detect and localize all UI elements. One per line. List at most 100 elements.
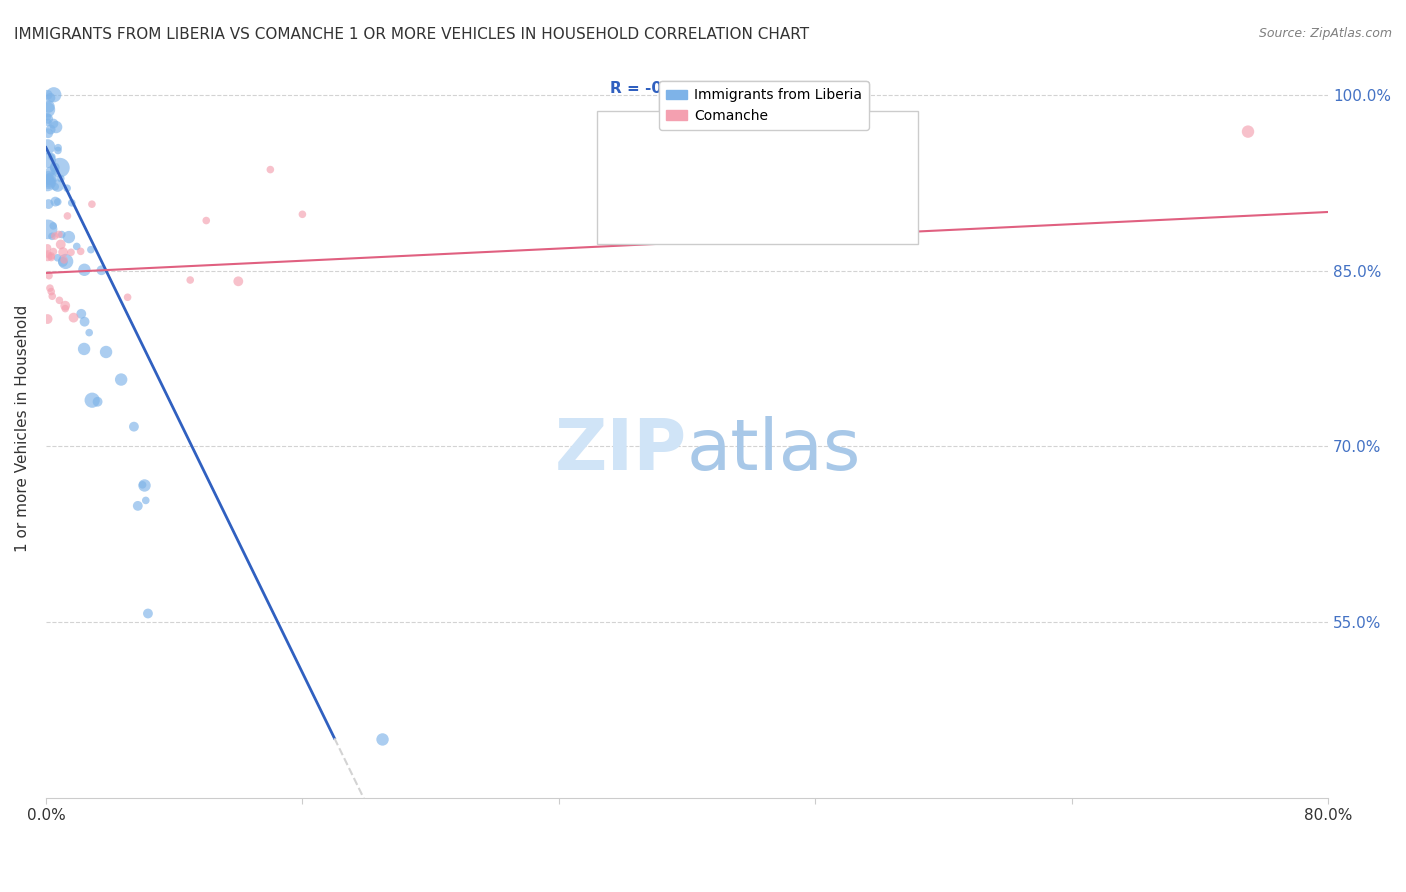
Comanche bbox=[291, 207, 314, 221]
Comanche bbox=[39, 251, 62, 265]
Comanche bbox=[53, 301, 76, 316]
Immigrants from Liberia bbox=[82, 393, 104, 408]
Immigrants from Liberia bbox=[38, 174, 60, 188]
Immigrants from Liberia bbox=[46, 141, 69, 155]
Legend: Immigrants from Liberia, Comanche: Immigrants from Liberia, Comanche bbox=[659, 81, 869, 130]
Comanche bbox=[37, 247, 59, 261]
Immigrants from Liberia bbox=[38, 176, 60, 190]
Immigrants from Liberia bbox=[37, 126, 59, 140]
Comanche bbox=[38, 268, 60, 283]
Immigrants from Liberia bbox=[44, 179, 66, 194]
Immigrants from Liberia bbox=[37, 112, 59, 126]
Immigrants from Liberia bbox=[41, 229, 63, 244]
Immigrants from Liberia bbox=[37, 171, 59, 186]
Immigrants from Liberia bbox=[49, 171, 72, 186]
Immigrants from Liberia bbox=[60, 195, 83, 210]
Comanche bbox=[62, 310, 84, 325]
Comanche bbox=[60, 245, 83, 260]
Immigrants from Liberia bbox=[49, 161, 72, 175]
Immigrants from Liberia bbox=[42, 219, 65, 233]
Immigrants from Liberia bbox=[38, 197, 60, 211]
Immigrants from Liberia bbox=[66, 239, 89, 253]
Y-axis label: 1 or more Vehicles in Household: 1 or more Vehicles in Household bbox=[15, 305, 30, 552]
Immigrants from Liberia bbox=[39, 91, 62, 105]
Immigrants from Liberia bbox=[45, 120, 67, 134]
Comanche bbox=[37, 249, 59, 263]
Immigrants from Liberia bbox=[39, 122, 62, 136]
Immigrants from Liberia bbox=[73, 315, 96, 329]
Text: atlas: atlas bbox=[688, 417, 862, 485]
Immigrants from Liberia bbox=[70, 307, 93, 321]
Immigrants from Liberia bbox=[37, 103, 59, 117]
Immigrants from Liberia bbox=[80, 243, 103, 257]
Immigrants from Liberia bbox=[42, 87, 65, 102]
Immigrants from Liberia bbox=[135, 493, 157, 508]
Immigrants from Liberia bbox=[46, 178, 69, 193]
Immigrants from Liberia bbox=[51, 227, 73, 242]
Comanche bbox=[179, 273, 201, 287]
Immigrants from Liberia bbox=[131, 478, 153, 492]
Comanche bbox=[42, 244, 65, 259]
Comanche bbox=[56, 209, 79, 223]
Comanche bbox=[39, 281, 62, 295]
Immigrants from Liberia bbox=[56, 181, 79, 195]
Immigrants from Liberia bbox=[39, 174, 62, 188]
Immigrants from Liberia bbox=[73, 262, 96, 277]
Immigrants from Liberia bbox=[46, 194, 69, 209]
Immigrants from Liberia bbox=[37, 140, 59, 154]
Immigrants from Liberia bbox=[110, 373, 132, 387]
Immigrants from Liberia bbox=[127, 499, 149, 513]
Immigrants from Liberia bbox=[122, 419, 145, 434]
Comanche bbox=[1237, 125, 1260, 139]
Immigrants from Liberia bbox=[44, 161, 66, 175]
Immigrants from Liberia bbox=[38, 169, 60, 183]
Comanche bbox=[37, 241, 59, 255]
Comanche bbox=[41, 289, 63, 303]
Immigrants from Liberia bbox=[52, 255, 75, 269]
Immigrants from Liberia bbox=[94, 345, 117, 359]
Text: Source: ZipAtlas.com: Source: ZipAtlas.com bbox=[1258, 27, 1392, 40]
Immigrants from Liberia bbox=[134, 478, 156, 492]
Comanche bbox=[39, 285, 62, 299]
Immigrants from Liberia bbox=[42, 117, 65, 131]
Immigrants from Liberia bbox=[37, 153, 59, 168]
Immigrants from Liberia bbox=[39, 164, 62, 178]
Immigrants from Liberia bbox=[90, 263, 112, 277]
Comanche bbox=[48, 293, 70, 308]
Comanche bbox=[259, 162, 281, 177]
Comanche bbox=[52, 245, 75, 260]
Immigrants from Liberia bbox=[37, 222, 59, 236]
Immigrants from Liberia bbox=[41, 150, 63, 164]
Comanche bbox=[37, 312, 59, 326]
Comanche bbox=[53, 252, 76, 267]
Text: R = -0.576   N = 64: R = -0.576 N = 64 bbox=[610, 81, 773, 95]
Comanche bbox=[49, 237, 72, 252]
Comanche bbox=[117, 290, 139, 304]
Comanche bbox=[53, 299, 76, 313]
Immigrants from Liberia bbox=[37, 177, 59, 191]
Immigrants from Liberia bbox=[37, 115, 59, 129]
Comanche bbox=[44, 229, 66, 244]
Comanche bbox=[195, 213, 218, 227]
Immigrants from Liberia bbox=[136, 607, 159, 621]
Immigrants from Liberia bbox=[44, 194, 66, 209]
Comanche bbox=[80, 197, 103, 211]
Immigrants from Liberia bbox=[38, 173, 60, 187]
Immigrants from Liberia bbox=[55, 254, 77, 268]
Comanche bbox=[39, 249, 62, 263]
Immigrants from Liberia bbox=[39, 171, 62, 186]
Text: ZIP: ZIP bbox=[555, 417, 688, 485]
Immigrants from Liberia bbox=[37, 87, 59, 102]
Immigrants from Liberia bbox=[46, 144, 69, 158]
Text: R =  0.337   N = 31: R = 0.337 N = 31 bbox=[610, 125, 772, 140]
Immigrants from Liberia bbox=[73, 342, 96, 356]
Immigrants from Liberia bbox=[77, 326, 100, 340]
Immigrants from Liberia bbox=[37, 110, 59, 124]
Immigrants from Liberia bbox=[58, 230, 80, 244]
Comanche bbox=[69, 244, 91, 259]
Immigrants from Liberia bbox=[46, 251, 69, 265]
Immigrants from Liberia bbox=[371, 732, 394, 747]
Text: IMMIGRANTS FROM LIBERIA VS COMANCHE 1 OR MORE VEHICLES IN HOUSEHOLD CORRELATION : IMMIGRANTS FROM LIBERIA VS COMANCHE 1 OR… bbox=[14, 27, 810, 42]
Immigrants from Liberia bbox=[44, 164, 66, 178]
Immigrants from Liberia bbox=[86, 394, 108, 409]
